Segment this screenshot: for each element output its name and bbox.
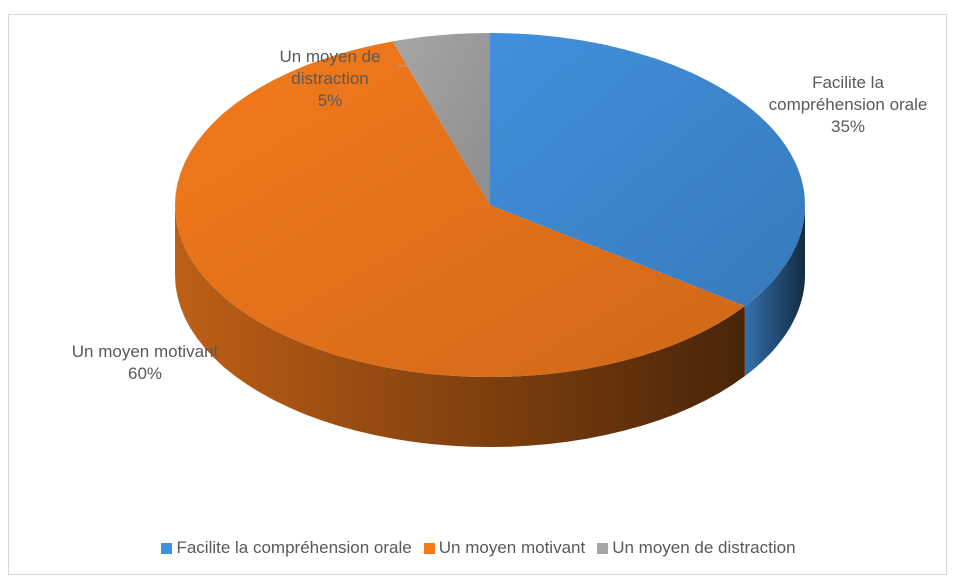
legend-item: Un moyen de distraction — [597, 538, 796, 558]
pie-slice — [490, 33, 805, 307]
legend-item: Un moyen motivant — [423, 538, 586, 558]
legend-label: Un moyen de distraction — [612, 538, 796, 557]
pie-slice-side — [175, 205, 745, 447]
legend-swatch — [423, 542, 435, 554]
data-label-value: 5% — [317, 91, 343, 110]
legend: Facilite la compréhension orale Un moyen … — [0, 538, 957, 558]
legend-swatch — [597, 542, 609, 554]
legend-item: Facilite la compréhension orale — [161, 538, 412, 558]
data-label-value: 60% — [127, 364, 163, 383]
data-label-value: 35% — [830, 117, 866, 136]
legend-label: Facilite la compréhension orale — [176, 538, 412, 557]
data-label: Facilite la compréhension orale 35% — [758, 72, 938, 138]
data-label-category: Un moyen motivant — [71, 342, 219, 361]
data-label: Un moyen de distraction 5% — [240, 46, 420, 112]
leader-line — [398, 65, 431, 81]
data-label: Un moyen motivant 60% — [60, 341, 230, 385]
chart-frame — [8, 14, 947, 575]
data-label-category: Facilite la compréhension orale — [768, 73, 928, 114]
data-label-category: Un moyen de distraction — [279, 47, 381, 88]
legend-swatch — [161, 542, 173, 554]
pie-slice-side — [744, 205, 805, 377]
pie-slice — [392, 33, 490, 205]
legend-label: Un moyen motivant — [438, 538, 586, 557]
pie-slice — [175, 41, 745, 378]
